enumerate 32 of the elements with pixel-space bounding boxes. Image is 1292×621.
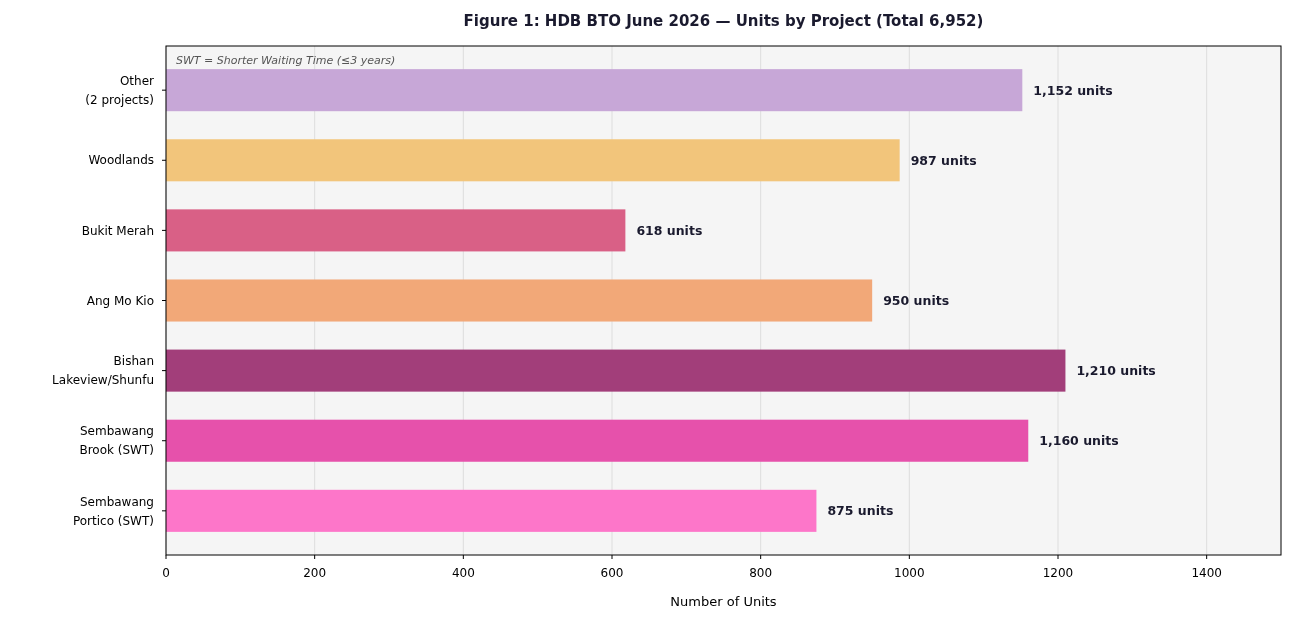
annotation: SWT = Shorter Waiting Time (≤3 years) xyxy=(176,54,396,67)
bar xyxy=(166,489,817,532)
bar xyxy=(166,349,1066,392)
data-label: 1,210 units xyxy=(1076,362,1156,378)
bar xyxy=(166,139,900,182)
y-tick-label: Bukit Merah xyxy=(81,223,154,238)
y-tick-label: Other (2 projects) xyxy=(85,73,155,107)
x-tick-label: 400 xyxy=(451,566,475,580)
bar xyxy=(166,69,1023,112)
y-tick-label: Bishan Lakeview/Shunfu xyxy=(52,354,154,388)
x-tick-label: 200 xyxy=(303,566,327,580)
x-tick-label: 0 xyxy=(162,566,170,580)
x-tick-label: 800 xyxy=(749,566,773,580)
bar xyxy=(166,419,1029,462)
data-label: 1,160 units xyxy=(1039,433,1119,449)
y-tick-label: Woodlands xyxy=(88,153,154,168)
x-tick-label: 1200 xyxy=(1042,566,1074,580)
x-tick-label: 600 xyxy=(600,566,624,580)
data-label: 987 units xyxy=(910,152,977,168)
y-tick-label: Sembawang Portico (SWT) xyxy=(72,494,154,528)
data-label: 875 units xyxy=(827,503,894,519)
chart-title: Figure 1: HDB BTO June 2026 — Units by Project (Total 6,952) xyxy=(463,12,984,30)
y-tick-label: Ang Mo Kio xyxy=(86,293,154,308)
x-tick-label: 1400 xyxy=(1191,566,1222,580)
x-tick-label: 1000 xyxy=(894,566,925,580)
bar xyxy=(166,279,873,322)
data-label: 950 units xyxy=(883,292,950,308)
x-axis-title: Number of Units xyxy=(670,594,777,609)
bar xyxy=(166,209,626,252)
data-label: 1,152 units xyxy=(1033,82,1113,98)
data-label: 618 units xyxy=(636,222,703,238)
y-tick-label: Sembawang Brook (SWT) xyxy=(79,424,154,458)
